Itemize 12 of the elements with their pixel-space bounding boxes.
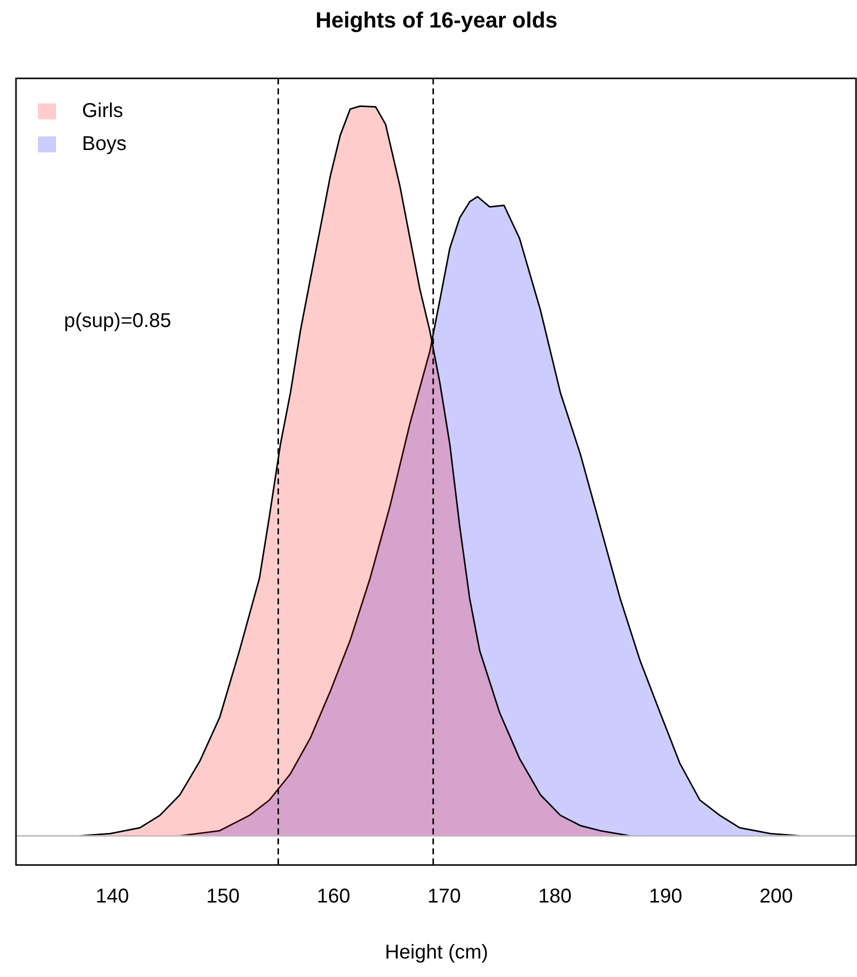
x-tick-label: 180 [538, 886, 572, 908]
legend-label: Boys [82, 132, 126, 155]
chart-title: Heights of 16-year olds [315, 7, 558, 32]
x-tick-label: 150 [206, 886, 240, 908]
x-tick-label: 160 [316, 886, 350, 908]
x-tick-label: 170 [428, 886, 461, 908]
x-axis-title: Height (cm) [384, 942, 488, 964]
legend-label: Girls [82, 100, 124, 122]
x-tick-label: 190 [648, 886, 682, 908]
x-tick-label: 140 [96, 886, 129, 908]
x-tick-label: 200 [760, 886, 793, 908]
annotation: p(sup)=0.85 [64, 310, 172, 332]
